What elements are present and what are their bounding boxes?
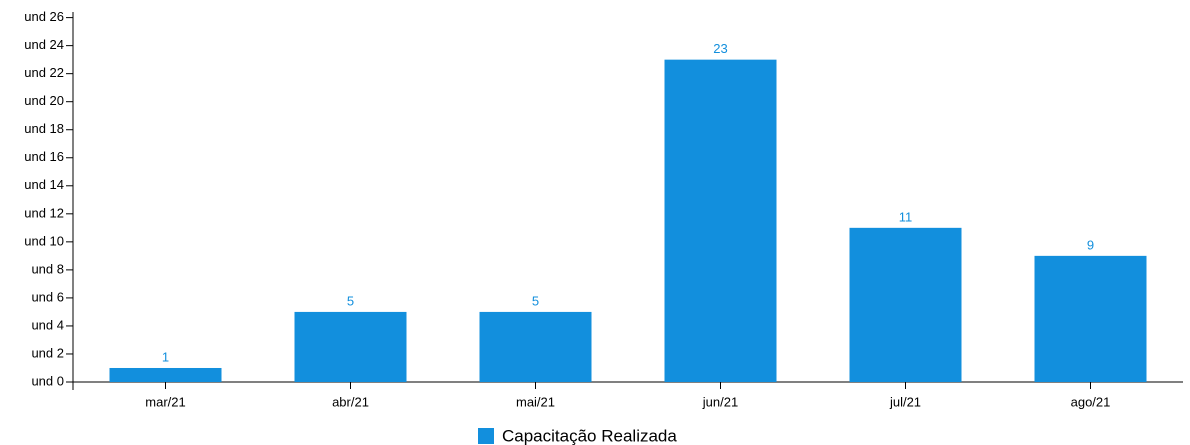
y-tick-label: und 24 [24,37,64,52]
y-tick-label: und 12 [24,205,64,220]
y-tick-label: und 0 [31,373,64,388]
bar [1034,255,1147,382]
y-tick-label: und 18 [24,121,64,136]
x-tick-label: jul/21 [889,394,921,409]
y-tick-label: und 14 [24,177,64,192]
legend-swatch [478,428,494,444]
data-label: 1 [162,349,169,364]
bar [664,59,777,382]
y-tick-label: und 26 [24,9,64,24]
bar [109,367,222,382]
bar [294,311,407,382]
bar [479,311,592,382]
data-label: 11 [899,209,913,224]
x-tick-label: mar/21 [145,394,185,409]
y-tick-label: und 20 [24,93,64,108]
x-tick-label: ago/21 [1071,394,1111,409]
y-tick-label: und 6 [31,289,64,304]
x-tick-label: jun/21 [702,394,738,409]
legend-label: Capacitação Realizada [502,426,677,445]
data-label: 5 [532,293,539,308]
y-tick-label: und 8 [31,261,64,276]
x-tick-label: abr/21 [332,394,369,409]
data-label: 5 [347,293,354,308]
y-tick-label: und 16 [24,149,64,164]
bar [849,227,962,382]
y-tick-label: und 10 [24,233,64,248]
data-label: 23 [713,41,727,56]
data-label: 9 [1087,237,1094,252]
x-tick-label: mai/21 [516,394,555,409]
y-tick-label: und 2 [31,345,64,360]
y-tick-label: und 22 [24,65,64,80]
y-tick-label: und 4 [31,317,64,332]
